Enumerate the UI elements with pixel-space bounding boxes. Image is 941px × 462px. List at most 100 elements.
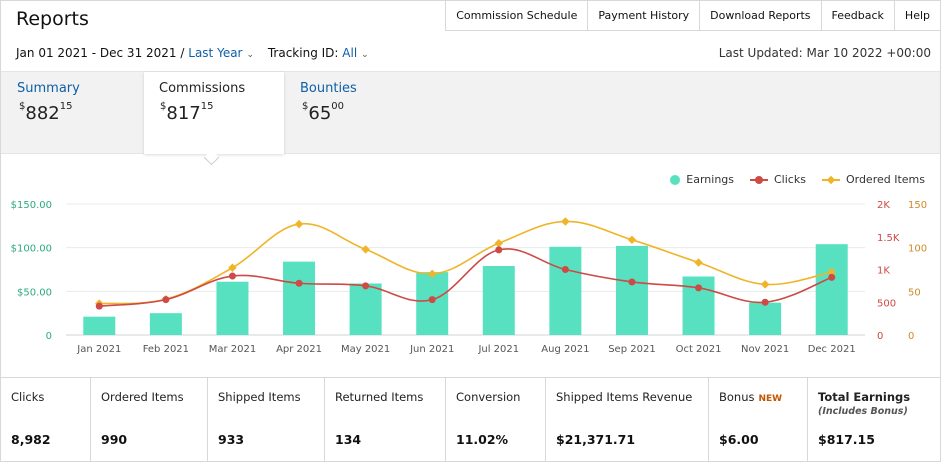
stat-returned-items: Returned Items 134 [325, 378, 446, 462]
stat-shipped-items-revenue: Shipped Items Revenue $21,371.71 [546, 378, 709, 462]
ordered-items-point [427, 269, 437, 279]
ordered-items-point [361, 245, 370, 254]
y-right-ordered-tick-label: 0 [908, 331, 914, 342]
tab-bounties[interactable]: Bounties $6500 [285, 72, 425, 154]
x-tick-label: Feb 2021 [143, 344, 189, 355]
stat-label: Total Earnings [818, 390, 911, 404]
chart-legend: Earnings Clicks Ordered Items [654, 173, 925, 186]
y-left-tick-label: $50.00 [17, 287, 52, 298]
ordered-items-point [294, 219, 304, 229]
legend-swatch-ordered-items [821, 175, 840, 185]
stat-value: $817.15 [818, 432, 875, 447]
stat-label: Returned Items [335, 390, 424, 404]
x-tick-label: Jul 2021 [477, 344, 519, 355]
stat-value: 11.02% [456, 432, 509, 447]
earnings-bar [815, 244, 848, 335]
commission-schedule-link[interactable]: Commission Schedule [445, 1, 588, 31]
chevron-down-icon: ⌄ [246, 50, 255, 60]
earnings-bar [349, 283, 382, 335]
payment-history-link[interactable]: Payment History [587, 1, 700, 31]
clicks-point [828, 273, 836, 281]
clicks-point [495, 246, 503, 254]
new-badge: NEW [758, 394, 783, 404]
ordered-items-point [694, 258, 703, 267]
tab-commissions-label: Commissions [159, 81, 246, 96]
legend-label-clicks: Clicks [774, 173, 806, 186]
legend-label-ordered-items: Ordered Items [845, 173, 925, 186]
clicks-point [695, 284, 703, 292]
ordered-items-point [627, 235, 637, 245]
stat-value: $21,371.71 [556, 432, 636, 447]
clicks-point [761, 298, 769, 306]
clicks-point [95, 302, 103, 310]
amount-whole: 882 [25, 103, 60, 124]
stat-value: 8,982 [11, 432, 51, 447]
stat-label-text: Bonus [719, 390, 755, 404]
x-tick-label: Sep 2021 [608, 344, 655, 355]
tracking-id-label: Tracking ID: [267, 46, 339, 60]
clicks-line [99, 248, 832, 307]
legend-item-clicks[interactable]: Clicks [750, 173, 806, 186]
tab-commissions[interactable]: Commissions $81715 [144, 72, 284, 154]
stat-label: Conversion [456, 390, 521, 404]
chevron-down-icon: ⌄ [361, 50, 369, 60]
earnings-chart: 0 $50.00 $100.00 $150.00 0 500 1K 1.5K 2K 0 50 100 1… [11, 200, 927, 355]
clicks-point [228, 272, 236, 280]
stat-label: Ordered Items [101, 390, 184, 404]
stat-value: 990 [101, 432, 128, 447]
earnings-bar [749, 302, 782, 335]
y-right-clicks-tick-label: 500 [877, 298, 896, 309]
x-tick-label: Dec 2021 [808, 344, 856, 355]
help-link[interactable]: Help [893, 1, 940, 31]
currency-symbol: $ [19, 101, 26, 112]
ordered-items-line [99, 220, 832, 305]
date-preset-dropdown[interactable]: Last Year ⌄ [188, 46, 254, 60]
stat-value: 134 [335, 432, 362, 447]
tracking-id-dropdown[interactable]: All ⌄ [342, 46, 368, 60]
date-preset-label: Last Year [188, 46, 243, 60]
legend-item-ordered-items[interactable]: Ordered Items [821, 173, 925, 186]
stat-label: Clicks [11, 390, 45, 404]
clicks-point [295, 279, 303, 287]
clicks-point [362, 282, 370, 290]
stat-label: Shipped Items Revenue [556, 390, 693, 404]
top-nav: Commission Schedule Payment History Down… [445, 1, 940, 31]
tracking-id-value: All [342, 46, 358, 60]
amount-whole: 817 [166, 103, 201, 124]
stat-shipped-items: Shipped Items 933 [208, 378, 325, 462]
currency-symbol: $ [160, 101, 167, 112]
legend-item-earnings[interactable]: Earnings [670, 173, 734, 186]
amount-cents: 15 [200, 101, 214, 112]
x-tick-label: Aug 2021 [541, 344, 589, 355]
download-reports-link[interactable]: Download Reports [699, 1, 821, 31]
stat-ordered-items: Ordered Items 990 [91, 378, 208, 462]
earnings-bar [283, 261, 316, 335]
x-tick-label: Apr 2021 [276, 344, 322, 355]
clicks-point [162, 296, 170, 304]
currency-symbol: $ [302, 101, 309, 112]
clicks-point [561, 266, 569, 273]
earnings-bar [615, 245, 648, 335]
stat-total-earnings: Total Earnings (Includes Bonus) $817.15 [808, 378, 939, 462]
stat-bonus: Bonus NEW $6.00 [709, 378, 808, 462]
amount-cents: 15 [59, 101, 73, 112]
x-tick-label: May 2021 [341, 344, 390, 355]
tab-summary[interactable]: Summary $88215 [1, 72, 143, 154]
stat-conversion: Conversion 11.02% [446, 378, 546, 462]
y-right-ordered-tick-label: 150 [908, 200, 927, 211]
amount-cents: 00 [331, 101, 345, 112]
page-title: Reports [16, 8, 89, 30]
filter-bar: Jan 01 2021 - Dec 31 2021 / Last Year ⌄ T… [16, 46, 369, 60]
tab-bounties-label: Bounties [300, 81, 357, 96]
stat-value: 933 [218, 432, 245, 447]
tab-commissions-amount: $81715 [160, 101, 214, 124]
tab-bounties-amount: $6500 [302, 101, 345, 124]
tab-summary-amount: $88215 [19, 101, 73, 124]
date-separator: / [180, 46, 185, 60]
feedback-link[interactable]: Feedback [820, 1, 894, 31]
earnings-bar [416, 272, 449, 335]
clicks-point [428, 296, 436, 304]
tab-summary-label: Summary [17, 81, 80, 96]
earnings-bar [216, 281, 249, 335]
legend-swatch-clicks [750, 175, 768, 185]
